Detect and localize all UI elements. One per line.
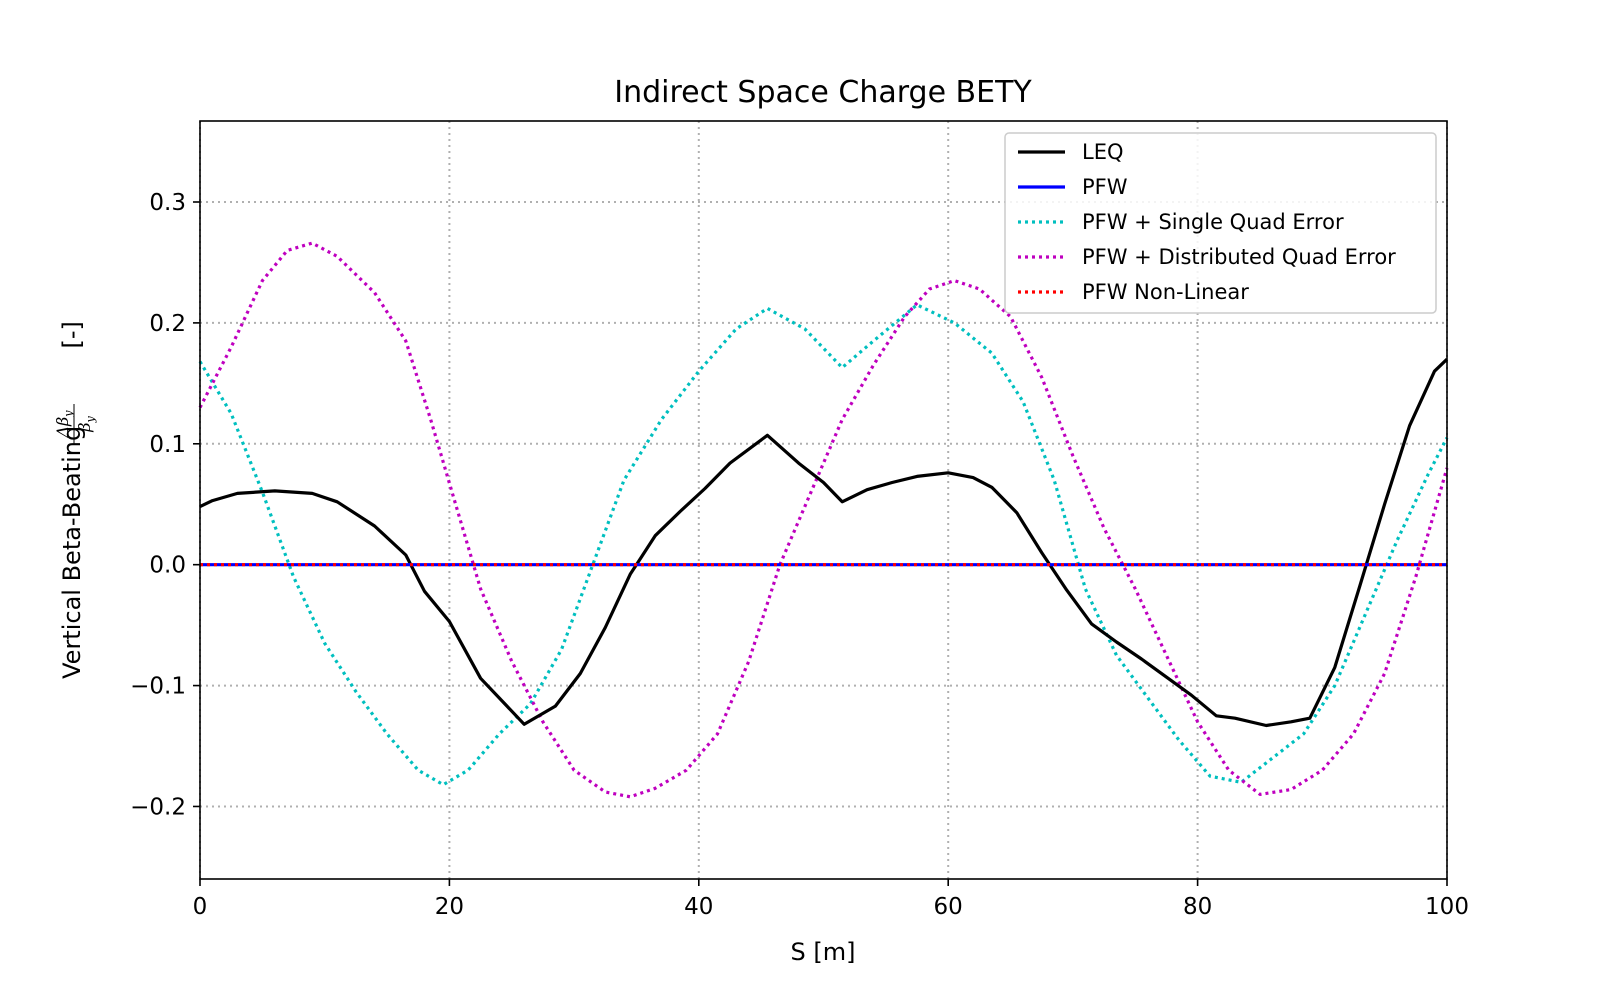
y-tick-label: −0.2 <box>130 794 186 820</box>
legend-label: LEQ <box>1082 140 1124 164</box>
x-tick-label: 100 <box>1425 894 1469 920</box>
y-tick-label: 0.2 <box>149 311 186 337</box>
x-axis-ticks: 0 20 40 60 80 100 <box>193 879 1469 920</box>
y-tick-label: −0.1 <box>130 674 186 700</box>
y-tick-label: 0.1 <box>149 432 186 458</box>
chart-title: Indirect Space Charge BETY <box>614 75 1032 110</box>
legend-label: PFW <box>1082 175 1128 199</box>
x-tick-label: 40 <box>684 894 713 920</box>
x-tick-label: 60 <box>934 894 963 920</box>
legend: LEQ PFW PFW + Single Quad Error PFW + Distr… <box>1004 132 1437 314</box>
series-line-leq <box>199 358 1449 728</box>
x-tick-label: 0 <box>193 894 208 920</box>
x-axis-label: S [m] <box>791 938 856 966</box>
svg-text:Δβy: Δβy <box>53 410 75 439</box>
series-layer <box>198 241 1449 799</box>
series-line-pfw-single-quad-error <box>198 303 1449 787</box>
y-axis-label-fraction: Δβy βy <box>53 404 97 444</box>
series-line-pfw-distributed-quad-error <box>198 241 1449 799</box>
y-axis-label-frac-num-sub: y <box>62 410 75 418</box>
y-axis-label-frac-den-sub: y <box>84 415 97 423</box>
svg-text:βy: βy <box>75 415 97 432</box>
y-tick-label: 0.3 <box>149 190 186 216</box>
x-tick-label: 80 <box>1183 894 1212 920</box>
legend-label: PFW + Distributed Quad Error <box>1082 245 1396 269</box>
legend-box <box>1004 132 1437 314</box>
legend-label: PFW + Single Quad Error <box>1082 210 1344 234</box>
y-axis-label: Vertical Beta-Beating ​ [-] Δβy βy <box>53 321 97 679</box>
svg-text:Vertical Beta-Beating ​: Vertical Beta-Beating ​ [-] <box>58 321 86 679</box>
y-axis-ticks: −0.2 −0.1 0.0 0.1 0.2 0.3 <box>130 190 200 820</box>
y-axis-label-frac-num: Δβ <box>53 417 72 439</box>
legend-label: PFW Non-Linear <box>1082 280 1249 304</box>
x-tick-label: 20 <box>435 894 464 920</box>
y-axis-label-frac-den: β <box>75 422 94 432</box>
legend-items: LEQ PFW PFW + Single Quad Error PFW + Distr… <box>1018 140 1396 304</box>
y-tick-label: 0.0 <box>149 553 186 579</box>
y-axis-label-suffix: [-] <box>58 321 86 348</box>
plot-frame <box>199 120 1448 880</box>
y-axis-label-prefix: Vertical Beta-Beating <box>58 418 86 679</box>
